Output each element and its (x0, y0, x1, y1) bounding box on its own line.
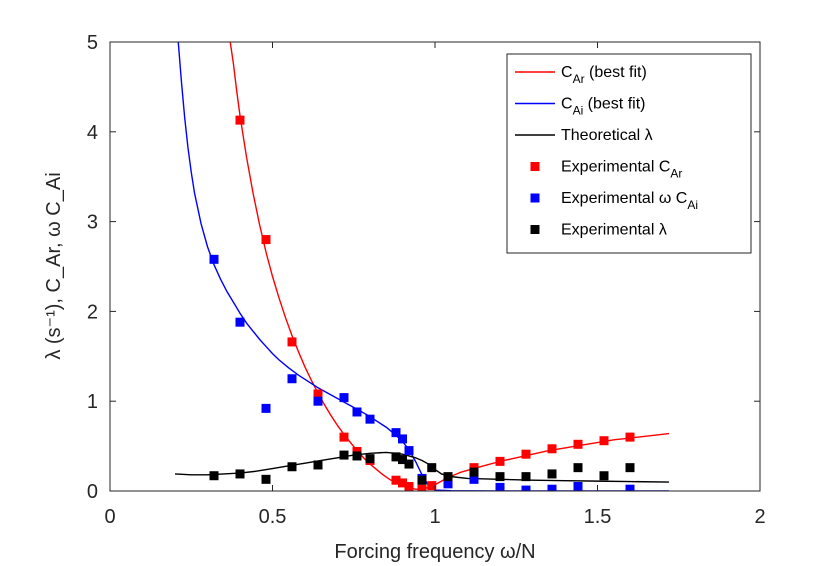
data-point-s5-20 (625, 463, 635, 473)
data-point-s4-2 (261, 403, 271, 413)
data-point-s3-11 (427, 481, 437, 491)
data-point-s5-4 (313, 460, 323, 470)
data-point-s3-0 (235, 115, 245, 125)
data-point-s4-1 (235, 317, 245, 327)
data-point-s5-19 (599, 471, 609, 481)
data-point-s5-11 (417, 475, 427, 485)
data-point-s3-19 (625, 432, 635, 442)
data-point-s3-8 (398, 478, 407, 488)
data-point-s4-9 (398, 434, 407, 444)
data-point-s3-18 (599, 436, 609, 446)
legend-entry-5: Experimental λ (561, 222, 667, 239)
data-point-s3-7 (391, 475, 401, 485)
plot-area (174, 42, 670, 491)
legend-entry-0: CAr (best fit) (561, 64, 647, 86)
data-point-s5-17 (547, 469, 557, 479)
data-point-s5-13 (443, 472, 453, 482)
x-tick-label: 2 (754, 506, 765, 528)
data-point-s3-16 (547, 444, 557, 454)
legend-entry-1: CAi (best fit) (561, 96, 645, 118)
data-point-s3-4 (339, 432, 349, 442)
x-tick-label: 1.5 (584, 506, 612, 528)
y-axis-label: λ (s⁻¹), C_Ar, ω C_Ai (43, 172, 65, 359)
legend: CAr (best fit) CAi (best fit) Theoretical … (506, 53, 752, 254)
axes: 0 0.5 1 1.5 2 0 1 2 3 4 5 Forcing frequency ω/N λ (s… (43, 32, 766, 563)
data-point-s5-8 (391, 452, 401, 462)
data-point-s5-5 (339, 450, 349, 460)
data-point-s3-1 (261, 235, 271, 245)
legend-swatch-5 (530, 225, 540, 234)
legend-entry-3: Experimental CAr (561, 159, 682, 181)
data-point-s5-6 (352, 451, 362, 461)
data-point-s4-0 (209, 254, 219, 264)
data-point-s3-3 (313, 389, 323, 399)
data-point-s3-9 (404, 482, 414, 491)
data-point-s5-14 (469, 467, 479, 477)
data-point-s4-10 (404, 446, 414, 456)
data-point-s3-14 (495, 456, 505, 466)
y-tick-label: 3 (87, 212, 98, 234)
data-point-s5-9 (398, 455, 407, 465)
data-point-s4-3 (287, 374, 297, 384)
data-point-s3-10 (417, 484, 427, 491)
y-tick-label: 5 (87, 32, 98, 54)
data-point-s4-18 (625, 484, 635, 491)
data-point-s5-15 (495, 472, 505, 482)
x-tick-label: 0 (104, 506, 115, 528)
data-point-s5-1 (235, 469, 245, 479)
data-point-s4-16 (547, 484, 557, 491)
x-tick-label: 1 (429, 506, 440, 528)
legend-swatch-4 (530, 193, 540, 203)
data-point-s4-14 (495, 482, 505, 491)
data-point-s4-12 (443, 479, 453, 489)
x-tick-label: 0.5 (259, 506, 287, 528)
x-axis-label: Forcing frequency ω/N (334, 541, 535, 563)
y-tick-label: 0 (87, 481, 98, 503)
data-point-s5-16 (521, 472, 531, 482)
y-tick-label: 1 (87, 391, 98, 413)
data-point-s5-7 (365, 454, 375, 464)
legend-entry-4: Experimental ω CAi (561, 190, 698, 212)
data-point-s5-10 (404, 459, 414, 469)
legend-entry-2: Theoretical λ (561, 127, 653, 144)
data-point-s4-7 (365, 414, 375, 424)
legend-swatch-3 (530, 162, 540, 171)
data-point-s5-12 (427, 463, 437, 473)
data-point-s4-13 (469, 474, 479, 484)
data-point-s4-8 (391, 428, 401, 438)
legend-box (506, 53, 752, 254)
data-point-s4-5 (339, 393, 349, 403)
data-point-s3-15 (521, 449, 531, 459)
data-point-s4-4 (313, 396, 323, 406)
y-tick-label: 2 (87, 301, 98, 323)
data-point-s4-17 (573, 482, 583, 491)
data-point-s4-6 (352, 407, 362, 417)
data-point-s5-2 (261, 474, 271, 484)
data-point-s3-2 (287, 337, 297, 347)
data-point-s4-15 (521, 485, 531, 491)
data-point-s5-0 (209, 471, 219, 481)
data-point-s3-17 (573, 439, 583, 449)
y-tick-label: 4 (87, 122, 98, 144)
data-point-s5-3 (287, 462, 297, 472)
data-point-s5-18 (573, 463, 583, 473)
